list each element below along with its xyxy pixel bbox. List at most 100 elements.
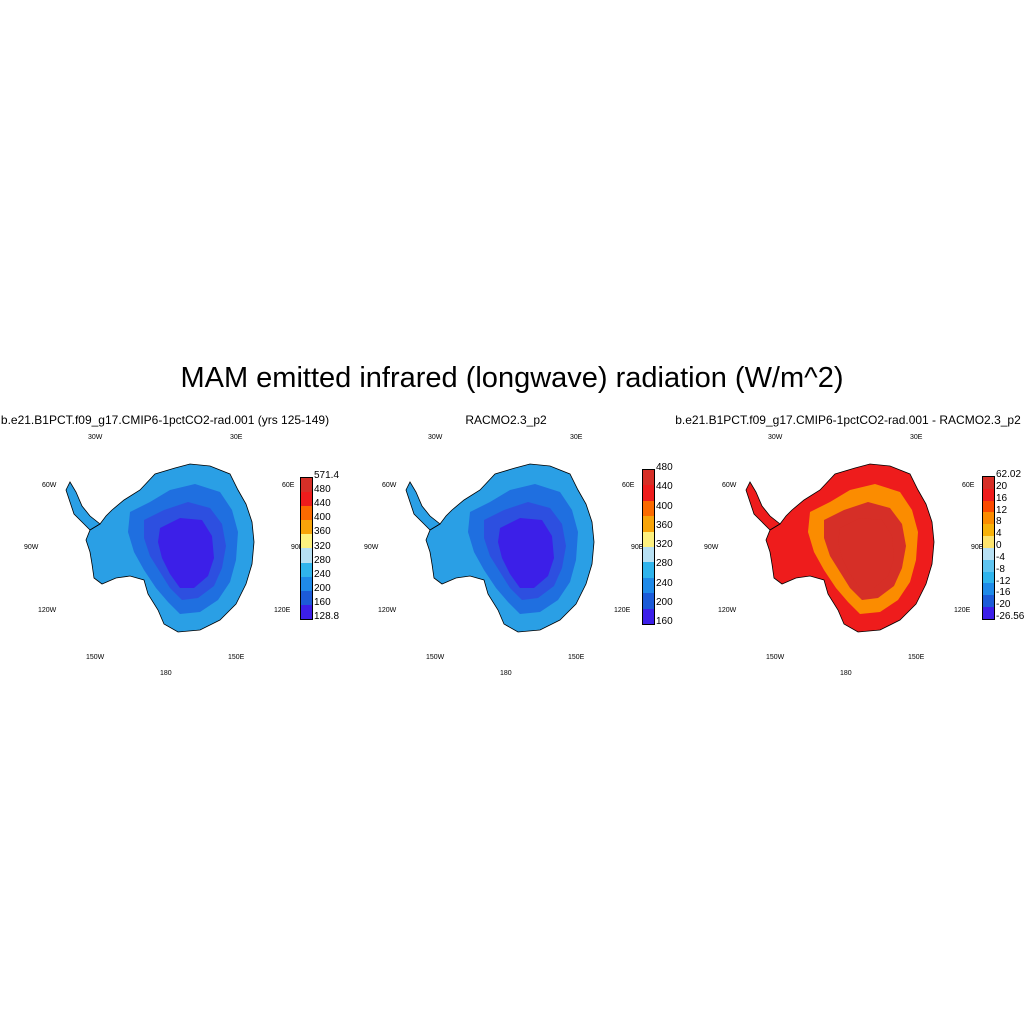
longitude-label: 150E <box>228 654 245 661</box>
antarctica-map <box>65 463 255 633</box>
longitude-label: 120E <box>614 607 631 614</box>
colorbar-label: -20 <box>996 599 1011 611</box>
coastline <box>765 463 935 633</box>
longitude-label: 90W <box>704 544 719 551</box>
colorbar-label: 12 <box>996 504 1008 516</box>
colorbar-swatch <box>301 562 312 577</box>
longitude-label: 150W <box>426 654 445 661</box>
panel-racmo: RACMO2.3_p2 30W 30E 60W 60E 90W 90E 120W 120E 150… <box>340 0 680 1024</box>
longitude-label: 180 <box>840 670 852 677</box>
longitude-label: 30W <box>428 434 443 441</box>
longitude-label: 90E <box>971 544 984 551</box>
colorbar-swatch <box>643 546 654 563</box>
longitude-label: 150E <box>908 654 925 661</box>
colorbar-label: 360 <box>656 519 673 531</box>
colorbar-label: 440 <box>656 481 673 493</box>
colorbar-label: 360 <box>314 526 331 538</box>
colorbar-swatch <box>643 593 654 609</box>
peninsula-shape <box>406 482 440 530</box>
longitude-label: 30E <box>910 434 923 441</box>
longitude-label: 120W <box>378 607 397 614</box>
antarctica-map <box>405 463 595 633</box>
colorbar-label: 160 <box>314 596 331 608</box>
colorbar-label: 400 <box>314 512 331 524</box>
colorbar-label: 480 <box>314 484 331 496</box>
antarctica-map <box>745 463 935 633</box>
colorbar-swatch <box>983 607 994 619</box>
colorbar-label: 200 <box>314 582 331 594</box>
colorbar-label: -26.56 <box>996 611 1024 622</box>
coastline <box>85 463 255 633</box>
longitude-label: 30W <box>88 434 103 441</box>
colorbar <box>982 476 995 620</box>
colorbar-swatch <box>301 520 312 535</box>
colorbar-swatch <box>643 608 654 624</box>
colorbar-swatch <box>301 492 312 507</box>
colorbar-swatch <box>643 470 654 486</box>
colorbar-swatch <box>983 500 994 513</box>
longitude-label: 90W <box>364 544 379 551</box>
longitude-label: 150W <box>766 654 785 661</box>
core-region-shape <box>158 518 214 588</box>
colorbar-swatch <box>643 485 654 501</box>
coastline <box>65 481 101 531</box>
colorbar-label: 4 <box>996 528 1002 540</box>
colorbar-swatch <box>301 478 312 493</box>
longitude-label: 60W <box>382 482 397 489</box>
colorbar-label: 20 <box>996 480 1008 492</box>
panel-title: b.e21.B1PCT.f09_g17.CMIP6-1pctCO2-rad.00… <box>675 413 1021 427</box>
longitude-label: 60E <box>962 482 975 489</box>
longitude-label: 120W <box>718 607 737 614</box>
colorbar-swatch <box>301 590 312 605</box>
colorbar-label: -16 <box>996 587 1011 599</box>
longitude-label: 30E <box>570 434 583 441</box>
colorbar-swatch <box>983 524 994 537</box>
colorbar-label: 320 <box>314 540 331 552</box>
colorbar-label: 128.8 <box>314 611 340 622</box>
colorbar-label: 480 <box>656 462 673 473</box>
longitude-label: 90W <box>24 544 39 551</box>
colorbar-label: -12 <box>996 575 1011 587</box>
colorbar-swatch <box>983 559 994 572</box>
colorbar-swatch <box>983 477 994 489</box>
colorbar-label: -4 <box>996 551 1005 563</box>
longitude-label: 180 <box>160 670 172 677</box>
colorbar-swatch <box>983 512 994 525</box>
coastline <box>745 481 781 531</box>
coastline <box>405 481 441 531</box>
coastline <box>425 463 595 633</box>
longitude-label: 90E <box>631 544 644 551</box>
colorbar-label: 240 <box>656 577 673 589</box>
colorbar-swatch <box>301 534 312 549</box>
colorbar-label: 571.4 <box>314 470 340 481</box>
longitude-label: 150W <box>86 654 105 661</box>
colorbar-swatch <box>983 571 994 584</box>
colorbar-swatch <box>983 488 994 501</box>
colorbar-swatch <box>643 562 654 578</box>
longitude-label: 60W <box>42 482 57 489</box>
colorbar-swatch <box>643 516 654 532</box>
colorbar-swatch <box>643 577 654 594</box>
colorbar-label: 240 <box>314 568 331 580</box>
colorbar-label: 440 <box>314 498 331 510</box>
colorbar-swatch <box>301 576 312 591</box>
colorbar-swatch <box>301 506 312 521</box>
colorbar-swatch <box>643 531 654 547</box>
colorbar-label: 0 <box>996 540 1002 551</box>
colorbar-swatch <box>301 604 312 619</box>
longitude-label: 90E <box>291 544 304 551</box>
longitude-label: 120E <box>274 607 291 614</box>
colorbar-swatch <box>643 500 654 517</box>
colorbar-swatch <box>983 536 994 548</box>
longitude-label: 60W <box>722 482 737 489</box>
colorbar-label: 400 <box>656 500 673 512</box>
colorbar-label: 200 <box>656 596 673 608</box>
colorbar-label: 320 <box>656 539 673 550</box>
panel-model: b.e21.B1PCT.f09_g17.CMIP6-1pctCO2-rad.00… <box>0 0 340 1024</box>
longitude-label: 120E <box>954 607 971 614</box>
colorbar-swatch <box>983 595 994 608</box>
longitude-label: 30E <box>230 434 243 441</box>
longitude-label: 60E <box>622 482 635 489</box>
colorbar-label: -8 <box>996 563 1005 575</box>
core-region-shape <box>838 518 894 588</box>
